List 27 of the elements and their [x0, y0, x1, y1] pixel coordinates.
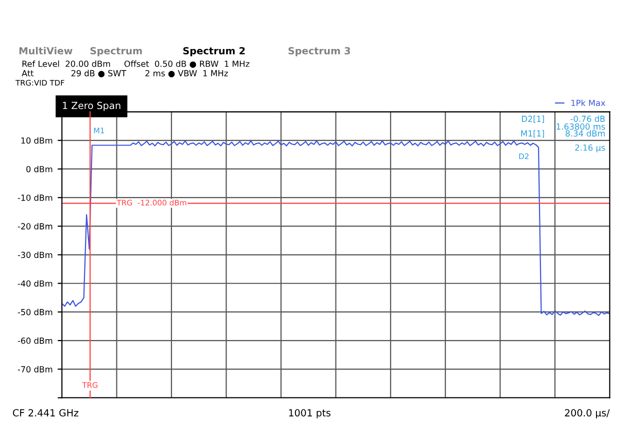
annotation: 2.16 µs [575, 144, 605, 152]
annotation: D2[1] [522, 116, 544, 123]
text: Spectrum 3 [288, 47, 350, 56]
annotation: 1.63800 ms [556, 123, 605, 130]
y-tick-label: 10 dBm [21, 137, 52, 144]
text: 1001 pts [289, 409, 330, 418]
chart-title: 1 Zero Span [62, 102, 120, 112]
y-tick-label: -40 dBm [18, 280, 52, 287]
text: Ref Level 20.00 dBm Offset 0.50 dB ● RBW 1 MHz [22, 60, 250, 68]
line-series [62, 140, 610, 316]
annotation: -0.76 dB [570, 116, 605, 122]
text: Spectrum [90, 47, 142, 56]
text: CF 2.441 GHz [12, 409, 78, 416]
y-tick-label: -20 dBm [18, 223, 52, 230]
text: Spectrum 2 [183, 47, 245, 56]
legend-label: 1Pk Max [571, 100, 606, 106]
annotation: M1[1] [521, 130, 544, 138]
y-tick-label: -30 dBm [18, 252, 52, 258]
y-tick-label: -60 dBm [18, 337, 52, 344]
text: MultiView [19, 46, 72, 54]
y-tick-label: -10 dBm [18, 194, 52, 201]
text: Att 29 dB ● SWT 2 ms ● VBW 1 MHz [22, 70, 228, 78]
y-tick-label: -70 dBm [18, 366, 52, 372]
annotation: 8.34 dBm [566, 130, 605, 137]
y-tick-label: 0 dBm [26, 166, 52, 172]
y-tick-label: -50 dBm [18, 308, 52, 316]
text: 200.0 µs/ [564, 409, 610, 418]
